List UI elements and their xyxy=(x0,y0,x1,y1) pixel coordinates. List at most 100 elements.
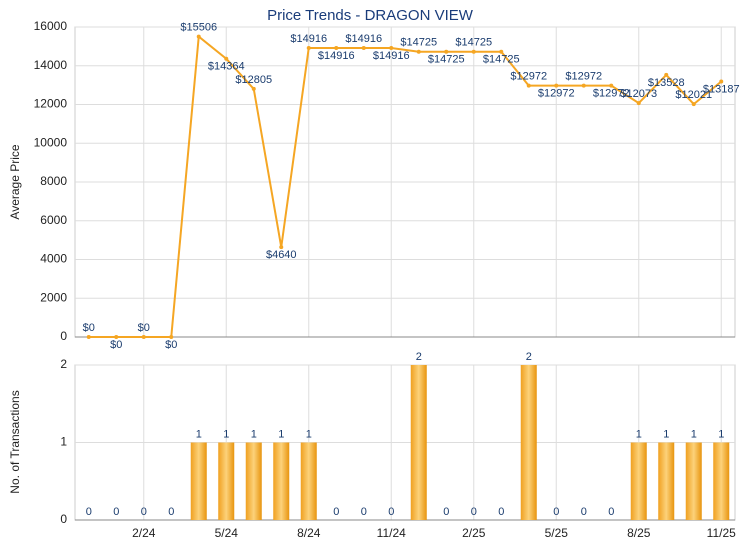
point xyxy=(526,83,531,88)
data-label: 1 xyxy=(718,428,724,440)
data-label: 0 xyxy=(553,506,559,518)
point xyxy=(334,46,339,51)
data-label: $14725 xyxy=(483,54,520,66)
data-label: $13528 xyxy=(648,77,685,89)
data-label: 0 xyxy=(361,506,367,518)
data-label: 0 xyxy=(388,506,394,518)
point xyxy=(306,46,311,51)
data-label: $0 xyxy=(165,339,177,351)
point xyxy=(416,49,421,54)
data-label: $14916 xyxy=(373,50,410,62)
x-tick-label: 11/25 xyxy=(707,526,736,540)
data-label: $0 xyxy=(138,322,150,334)
x-tick-label: 2/25 xyxy=(462,526,486,540)
x-tick-label: 8/25 xyxy=(627,526,651,540)
chart-title: Price Trends - DRAGON VIEW xyxy=(267,7,474,24)
point xyxy=(664,72,669,77)
bar xyxy=(218,442,235,520)
data-label: 0 xyxy=(86,506,92,518)
y-axis-title: No. of Transactions xyxy=(8,390,22,493)
x-tick-label: 11/24 xyxy=(377,526,406,540)
data-label: 0 xyxy=(498,506,504,518)
point xyxy=(719,79,724,84)
data-label: $0 xyxy=(110,339,122,351)
point xyxy=(609,83,614,88)
point xyxy=(691,102,696,107)
data-label: $12972 xyxy=(510,71,547,83)
data-label: $15506 xyxy=(180,21,217,33)
y-tick-label: 0 xyxy=(60,329,67,343)
bar xyxy=(245,442,262,520)
data-label: $12805 xyxy=(235,74,272,86)
data-label: $14725 xyxy=(455,37,492,49)
y-tick-label: 12000 xyxy=(34,97,68,111)
bar xyxy=(520,365,537,520)
y-tick-label: 16000 xyxy=(34,19,68,33)
data-label: $14916 xyxy=(345,33,382,45)
data-label: 1 xyxy=(278,428,284,440)
data-label: $14364 xyxy=(208,61,245,73)
point xyxy=(224,56,229,61)
point xyxy=(636,101,641,106)
point xyxy=(554,83,559,88)
data-label: $0 xyxy=(83,322,95,334)
data-label: $14725 xyxy=(400,37,437,49)
data-label: 1 xyxy=(251,428,257,440)
point xyxy=(196,34,201,39)
y-tick-label: 14000 xyxy=(34,58,68,72)
data-label: 0 xyxy=(581,506,587,518)
point xyxy=(279,245,284,250)
point xyxy=(444,49,449,54)
bar xyxy=(630,442,647,520)
data-label: 0 xyxy=(168,506,174,518)
data-label: 0 xyxy=(113,506,119,518)
data-label: $14916 xyxy=(318,50,355,62)
bar xyxy=(273,442,290,520)
y-tick-label: 0 xyxy=(60,512,67,526)
point xyxy=(141,335,146,339)
point xyxy=(471,49,476,54)
data-label: 1 xyxy=(691,428,697,440)
point xyxy=(86,335,91,339)
y-axis-title: Average Price xyxy=(8,144,22,219)
data-label: 2 xyxy=(416,351,422,363)
data-label: $4640 xyxy=(266,249,297,261)
data-label: $14916 xyxy=(290,33,327,45)
data-label: 2 xyxy=(526,351,532,363)
data-label: 0 xyxy=(141,506,147,518)
bar xyxy=(190,442,207,520)
bar xyxy=(713,442,730,520)
y-tick-label: 10000 xyxy=(34,135,68,149)
data-label: 1 xyxy=(306,428,312,440)
data-label: $12972 xyxy=(593,88,630,100)
data-label: 0 xyxy=(471,506,477,518)
bar xyxy=(410,365,427,520)
y-tick-label: 1 xyxy=(60,435,67,449)
point xyxy=(114,335,119,339)
point xyxy=(389,46,394,51)
y-tick-label: 4000 xyxy=(40,252,67,266)
bar xyxy=(685,442,702,520)
point xyxy=(169,335,174,339)
y-tick-label: 2 xyxy=(60,357,67,371)
y-tick-label: 2000 xyxy=(40,290,67,304)
point xyxy=(499,49,504,54)
x-tick-label: 5/25 xyxy=(545,526,569,540)
point xyxy=(581,83,586,88)
data-label: $12972 xyxy=(538,88,575,100)
data-label: 1 xyxy=(196,428,202,440)
bar xyxy=(658,442,675,520)
data-label: 1 xyxy=(223,428,229,440)
point xyxy=(251,86,256,91)
data-label: 1 xyxy=(636,428,642,440)
y-tick-label: 6000 xyxy=(40,213,67,227)
data-label: $12073 xyxy=(620,88,657,100)
data-label: $14725 xyxy=(428,54,465,66)
y-tick-label: 8000 xyxy=(40,174,67,188)
data-label: $13187 xyxy=(703,83,740,95)
point xyxy=(361,46,366,51)
data-label: 0 xyxy=(443,506,449,518)
x-tick-label: 8/24 xyxy=(297,526,321,540)
data-label: 0 xyxy=(608,506,614,518)
